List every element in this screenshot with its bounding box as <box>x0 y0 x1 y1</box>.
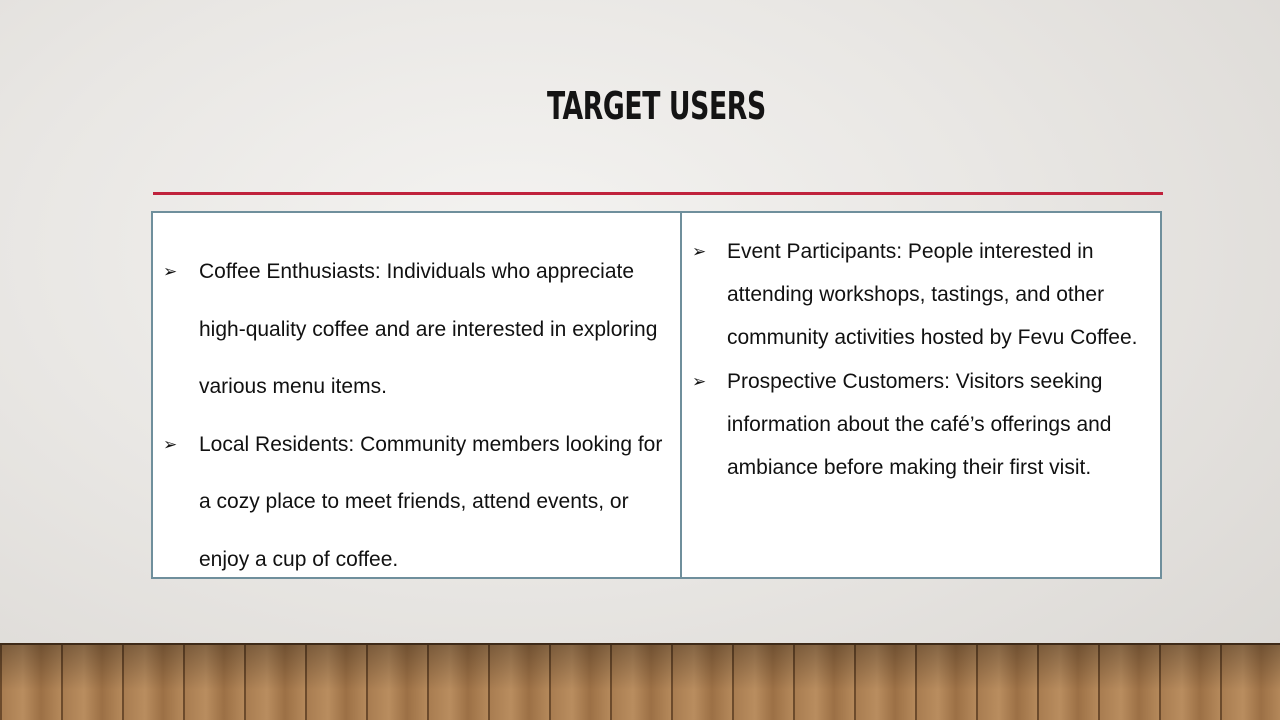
wood-floor-decoration <box>0 643 1280 720</box>
bullet-item-local-residents: ➢ Local Residents: Community members loo… <box>153 416 680 589</box>
bullet-item-event-participants: ➢ Event Participants: People interested … <box>682 230 1160 360</box>
left-column: ➢ Coffee Enthusiasts: Individuals who ap… <box>153 213 682 577</box>
right-column: ➢ Event Participants: People interested … <box>682 213 1160 577</box>
bullet-item-coffee-enthusiasts: ➢ Coffee Enthusiasts: Individuals who ap… <box>153 243 680 416</box>
bullet-text: Prospective Customers: Visitors seeking … <box>727 369 1112 480</box>
bullet-text: Coffee Enthusiasts: Individuals who appr… <box>199 260 658 399</box>
arrow-bullet-icon: ➢ <box>692 371 707 391</box>
content-table: ➢ Coffee Enthusiasts: Individuals who ap… <box>151 211 1162 579</box>
arrow-bullet-icon: ➢ <box>692 242 707 261</box>
title-divider <box>153 192 1163 195</box>
bullet-text: Event Participants: People interested in… <box>727 240 1138 350</box>
bullet-text: Local Residents: Community members looki… <box>199 432 663 571</box>
arrow-bullet-icon: ➢ <box>163 434 178 454</box>
slide-title: TARGET USERS <box>546 84 766 128</box>
arrow-bullet-icon: ➢ <box>163 262 178 281</box>
bullet-item-prospective-customers: ➢ Prospective Customers: Visitors seekin… <box>682 360 1160 490</box>
